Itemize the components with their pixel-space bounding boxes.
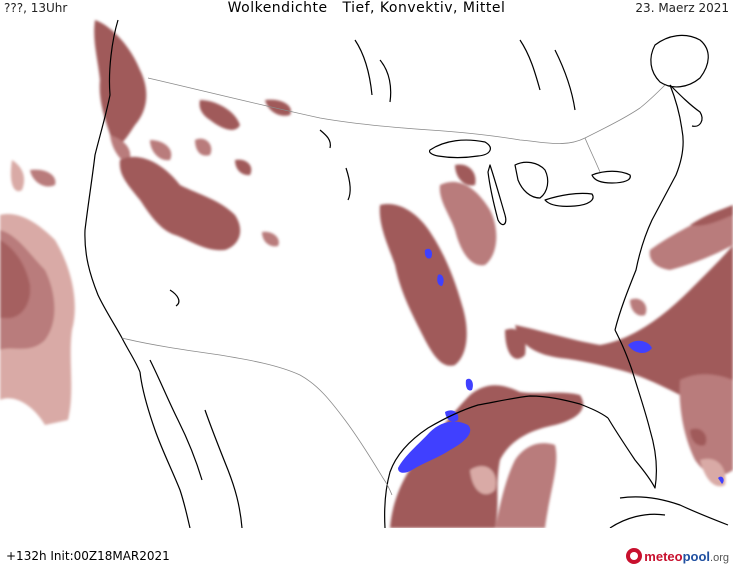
logo-text-pool: pool — [682, 548, 711, 564]
logo-text-meteo: meteo — [644, 548, 683, 564]
cloud-density-map — [0, 19, 733, 528]
map-header: ???, 13Uhr Wolkendichte Tief, Konvektiv,… — [0, 0, 733, 20]
meteopool-logo-icon — [626, 548, 643, 564]
map-footer: +132h Init:00Z18MAR2021 meteopool.org — [0, 528, 733, 566]
convective-cells — [398, 248, 724, 484]
logo-text-org: .org — [710, 551, 729, 564]
political-borders — [121, 77, 666, 496]
coastlines — [84, 19, 729, 528]
model-run-info: +132h Init:00Z18MAR2021 — [6, 549, 170, 563]
cloud-cover-layer — [0, 20, 733, 528]
forecast-time-label: ???, 13Uhr — [4, 1, 68, 15]
forecast-date: 23. Maerz 2021 — [635, 1, 729, 15]
meteopool-logo: meteopool.org — [626, 546, 729, 566]
map-title: Wolkendichte Tief, Konvektiv, Mittel — [227, 0, 506, 16]
